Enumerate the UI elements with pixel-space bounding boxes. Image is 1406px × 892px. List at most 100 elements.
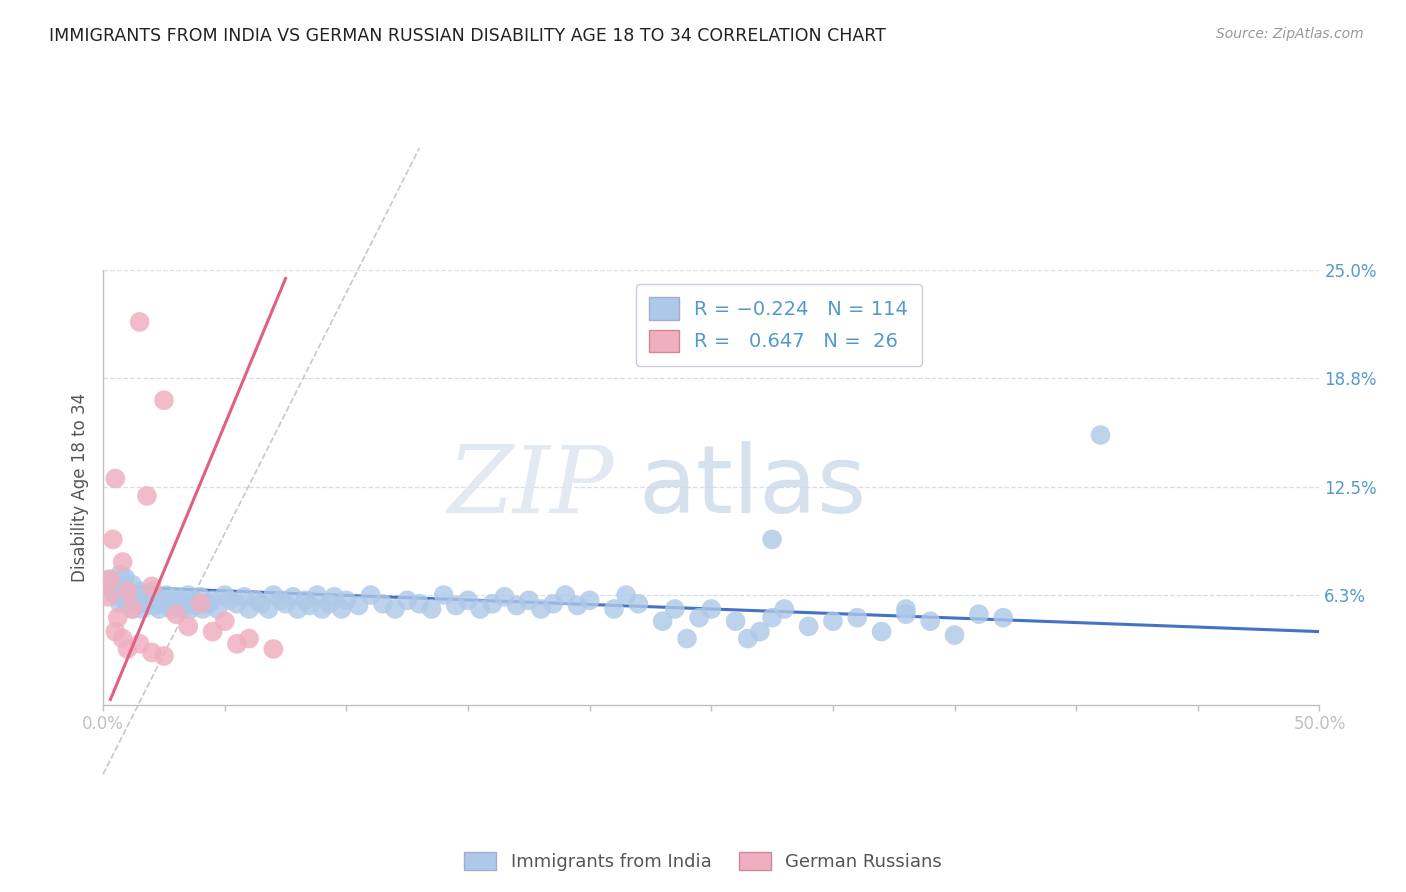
Immigrants from India (870, 624, 893, 639)
German Russians (177, 619, 200, 633)
Immigrants from India (114, 571, 136, 585)
Immigrants from India (821, 614, 844, 628)
German Russians (153, 393, 176, 408)
German Russians (141, 645, 163, 659)
Immigrants from India (207, 602, 229, 616)
German Russians (104, 471, 127, 485)
Immigrants from India (170, 593, 193, 607)
German Russians (201, 624, 224, 639)
Immigrants from India (318, 597, 340, 611)
Immigrants from India (627, 597, 650, 611)
Immigrants from India (724, 614, 747, 628)
Immigrants from India (920, 614, 942, 628)
German Russians (226, 637, 249, 651)
German Russians (101, 533, 124, 547)
German Russians (165, 607, 187, 622)
German Russians (214, 614, 236, 628)
Immigrants from India (163, 597, 186, 611)
Immigrants from India (347, 599, 370, 613)
Immigrants from India (197, 597, 219, 611)
Immigrants from India (494, 590, 516, 604)
Y-axis label: Disability Age 18 to 34: Disability Age 18 to 34 (72, 392, 89, 582)
Immigrants from India (134, 588, 156, 602)
Immigrants from India (138, 593, 160, 607)
German Russians (117, 642, 139, 657)
Immigrants from India (180, 602, 202, 616)
Immigrants from India (117, 597, 139, 611)
Immigrants from India (141, 584, 163, 599)
Immigrants from India (335, 593, 357, 607)
German Russians (97, 590, 120, 604)
Immigrants from India (517, 593, 540, 607)
Text: atlas: atlas (638, 442, 866, 533)
Legend: Immigrants from India, German Russians: Immigrants from India, German Russians (457, 845, 949, 879)
Immigrants from India (150, 597, 173, 611)
Immigrants from India (160, 602, 183, 616)
Immigrants from India (238, 602, 260, 616)
Immigrants from India (470, 602, 492, 616)
Immigrants from India (664, 602, 686, 616)
Immigrants from India (761, 533, 783, 547)
Immigrants from India (846, 610, 869, 624)
Immigrants from India (153, 593, 176, 607)
Immigrants from India (797, 619, 820, 633)
Immigrants from India (148, 602, 170, 616)
Immigrants from India (145, 590, 167, 604)
Immigrants from India (287, 602, 309, 616)
Immigrants from India (505, 599, 527, 613)
Immigrants from India (307, 588, 329, 602)
German Russians (262, 642, 284, 657)
German Russians (111, 632, 134, 646)
Immigrants from India (651, 614, 673, 628)
Immigrants from India (114, 593, 136, 607)
German Russians (104, 624, 127, 639)
Immigrants from India (408, 597, 430, 611)
Immigrants from India (191, 602, 214, 616)
German Russians (111, 555, 134, 569)
Immigrants from India (128, 597, 150, 611)
German Russians (190, 597, 212, 611)
Immigrants from India (530, 602, 553, 616)
Immigrants from India (107, 577, 129, 591)
German Russians (128, 315, 150, 329)
Immigrants from India (294, 593, 316, 607)
German Russians (238, 632, 260, 646)
German Russians (135, 489, 157, 503)
German Russians (100, 573, 122, 587)
Immigrants from India (943, 628, 966, 642)
Immigrants from India (1090, 428, 1112, 442)
Immigrants from India (773, 602, 796, 616)
Immigrants from India (737, 632, 759, 646)
Immigrants from India (155, 588, 177, 602)
German Russians (107, 610, 129, 624)
Immigrants from India (396, 593, 419, 607)
Immigrants from India (554, 588, 576, 602)
Immigrants from India (128, 584, 150, 599)
Immigrants from India (177, 588, 200, 602)
German Russians (128, 637, 150, 651)
Immigrants from India (894, 607, 917, 622)
Immigrants from India (688, 610, 710, 624)
German Russians (141, 579, 163, 593)
Immigrants from India (108, 567, 131, 582)
Immigrants from India (298, 599, 321, 613)
Immigrants from India (567, 599, 589, 613)
Immigrants from India (100, 579, 122, 593)
German Russians (117, 584, 139, 599)
Immigrants from India (603, 602, 626, 616)
Immigrants from India (127, 590, 149, 604)
Immigrants from India (104, 574, 127, 589)
Text: IMMIGRANTS FROM INDIA VS GERMAN RUSSIAN DISABILITY AGE 18 TO 34 CORRELATION CHAR: IMMIGRANTS FROM INDIA VS GERMAN RUSSIAN … (49, 27, 886, 45)
Legend: R = −0.224   N = 114, R =   0.647   N =  26: R = −0.224 N = 114, R = 0.647 N = 26 (636, 284, 922, 366)
Immigrants from India (323, 590, 346, 604)
Immigrants from India (101, 584, 124, 599)
Immigrants from India (131, 602, 153, 616)
Immigrants from India (761, 610, 783, 624)
Immigrants from India (444, 599, 467, 613)
Immigrants from India (700, 602, 723, 616)
Immigrants from India (371, 597, 394, 611)
Immigrants from India (262, 588, 284, 602)
German Russians (121, 602, 143, 616)
Immigrants from India (201, 593, 224, 607)
Immigrants from India (97, 573, 120, 587)
